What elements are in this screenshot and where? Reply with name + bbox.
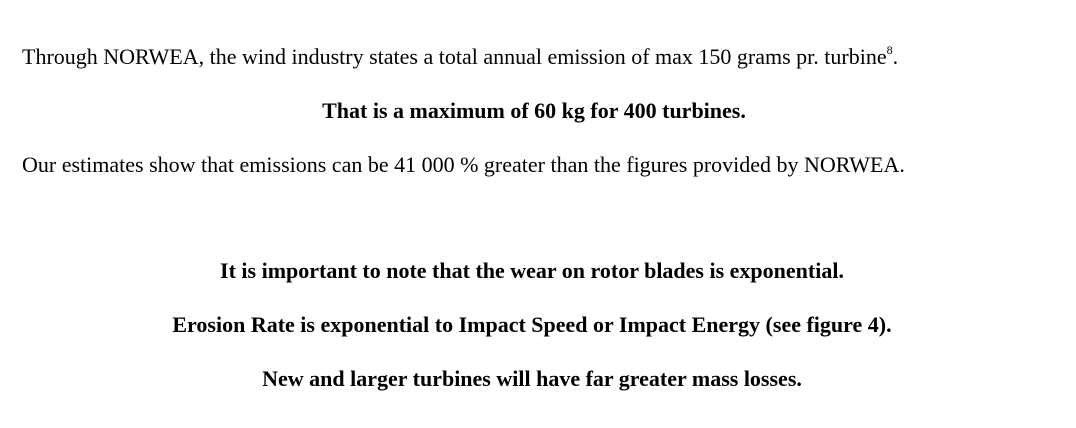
highlight-max-emission: That is a maximum of 60 kg for 400 turbi…	[322, 98, 746, 123]
highlight-larger-turbines: New and larger turbines will have far gr…	[262, 366, 802, 391]
footnote-reference[interactable]: 8	[886, 42, 893, 57]
highlight-erosion-rate: Erosion Rate is exponential to Impact Sp…	[172, 312, 892, 337]
paragraph-norwea-text: Through NORWEA, the wind industry states…	[22, 44, 887, 69]
paragraph-norwea-period: .	[892, 44, 899, 69]
highlight-wear-exponential: It is important to note that the wear on…	[220, 258, 844, 283]
paragraph-estimates: Our estimates show that emissions can be…	[22, 152, 905, 177]
paragraph-norwea-statement: Through NORWEA, the wind industry states…	[22, 44, 898, 70]
